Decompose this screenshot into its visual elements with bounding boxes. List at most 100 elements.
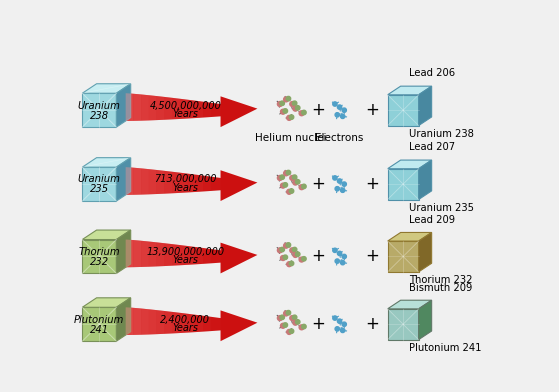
Text: Lead 209: Lead 209 <box>409 215 456 225</box>
Polygon shape <box>116 230 131 274</box>
Circle shape <box>280 101 285 105</box>
Polygon shape <box>203 176 211 191</box>
Polygon shape <box>126 93 258 127</box>
Text: 713,000,000: 713,000,000 <box>154 174 216 185</box>
Polygon shape <box>116 158 131 201</box>
Polygon shape <box>82 298 131 307</box>
Text: Years: Years <box>172 109 198 119</box>
Polygon shape <box>149 309 157 334</box>
Circle shape <box>299 185 304 190</box>
Circle shape <box>277 176 282 180</box>
Circle shape <box>286 96 291 101</box>
Polygon shape <box>387 160 432 169</box>
Polygon shape <box>149 95 157 120</box>
Polygon shape <box>126 307 134 335</box>
Circle shape <box>299 111 304 116</box>
Circle shape <box>277 248 282 253</box>
Circle shape <box>340 188 345 192</box>
Circle shape <box>290 329 294 333</box>
Polygon shape <box>82 84 131 93</box>
Text: 238: 238 <box>90 111 109 121</box>
Polygon shape <box>172 244 180 266</box>
Polygon shape <box>134 240 141 267</box>
Text: 232: 232 <box>90 257 109 267</box>
Circle shape <box>293 180 298 185</box>
Text: 241: 241 <box>90 325 109 335</box>
Polygon shape <box>126 167 134 195</box>
Circle shape <box>335 113 339 117</box>
Polygon shape <box>188 174 195 192</box>
Circle shape <box>292 315 297 319</box>
Text: Uranium: Uranium <box>78 174 121 185</box>
Circle shape <box>290 261 294 266</box>
Polygon shape <box>203 316 211 332</box>
Circle shape <box>333 102 337 106</box>
Circle shape <box>290 102 295 107</box>
Polygon shape <box>149 241 157 267</box>
Text: +: + <box>365 101 379 119</box>
Text: Years: Years <box>172 255 198 265</box>
Circle shape <box>338 179 342 183</box>
Polygon shape <box>195 101 203 118</box>
Text: +: + <box>311 247 325 265</box>
Text: Bismuth 209: Bismuth 209 <box>409 283 473 292</box>
Circle shape <box>296 106 300 110</box>
Polygon shape <box>188 246 195 265</box>
Polygon shape <box>157 96 164 120</box>
Circle shape <box>333 248 337 252</box>
Circle shape <box>340 114 345 118</box>
Text: Uranium 235: Uranium 235 <box>409 203 475 212</box>
Circle shape <box>340 261 345 265</box>
Polygon shape <box>180 99 188 119</box>
Polygon shape <box>164 243 172 266</box>
Circle shape <box>290 189 294 193</box>
Polygon shape <box>387 86 432 95</box>
Circle shape <box>338 319 342 323</box>
Circle shape <box>338 251 342 256</box>
Polygon shape <box>82 230 131 240</box>
Circle shape <box>280 247 285 252</box>
Text: Uranium: Uranium <box>78 101 121 111</box>
Text: 4,500,000,000: 4,500,000,000 <box>149 101 221 111</box>
Circle shape <box>335 327 339 331</box>
Polygon shape <box>387 309 419 339</box>
Circle shape <box>342 108 347 113</box>
Polygon shape <box>82 240 116 274</box>
Polygon shape <box>164 97 172 120</box>
Circle shape <box>292 247 297 252</box>
Circle shape <box>296 252 300 256</box>
Circle shape <box>281 256 286 261</box>
Circle shape <box>286 310 291 315</box>
Circle shape <box>277 102 282 107</box>
Polygon shape <box>387 241 419 272</box>
Text: 235: 235 <box>90 185 109 194</box>
Circle shape <box>340 328 345 332</box>
Circle shape <box>290 248 295 253</box>
Circle shape <box>335 187 339 191</box>
Text: Years: Years <box>172 323 198 333</box>
Polygon shape <box>180 245 188 265</box>
Polygon shape <box>157 310 164 334</box>
Text: Helium nuclei: Helium nuclei <box>255 133 326 143</box>
Polygon shape <box>180 313 188 333</box>
Circle shape <box>342 254 347 259</box>
Polygon shape <box>387 169 419 200</box>
Polygon shape <box>203 248 211 264</box>
Circle shape <box>280 315 285 319</box>
Text: 2,400,000: 2,400,000 <box>160 315 210 325</box>
Circle shape <box>283 255 287 260</box>
Polygon shape <box>195 315 203 332</box>
Polygon shape <box>116 84 131 127</box>
Polygon shape <box>419 86 432 125</box>
Polygon shape <box>82 167 116 201</box>
Polygon shape <box>134 308 141 335</box>
Text: Lead 207: Lead 207 <box>409 142 456 152</box>
Polygon shape <box>141 241 149 267</box>
Polygon shape <box>157 170 164 194</box>
Circle shape <box>293 252 298 258</box>
Circle shape <box>287 189 292 194</box>
Polygon shape <box>126 307 258 341</box>
Circle shape <box>283 171 288 176</box>
Polygon shape <box>149 169 157 194</box>
Circle shape <box>283 243 288 248</box>
